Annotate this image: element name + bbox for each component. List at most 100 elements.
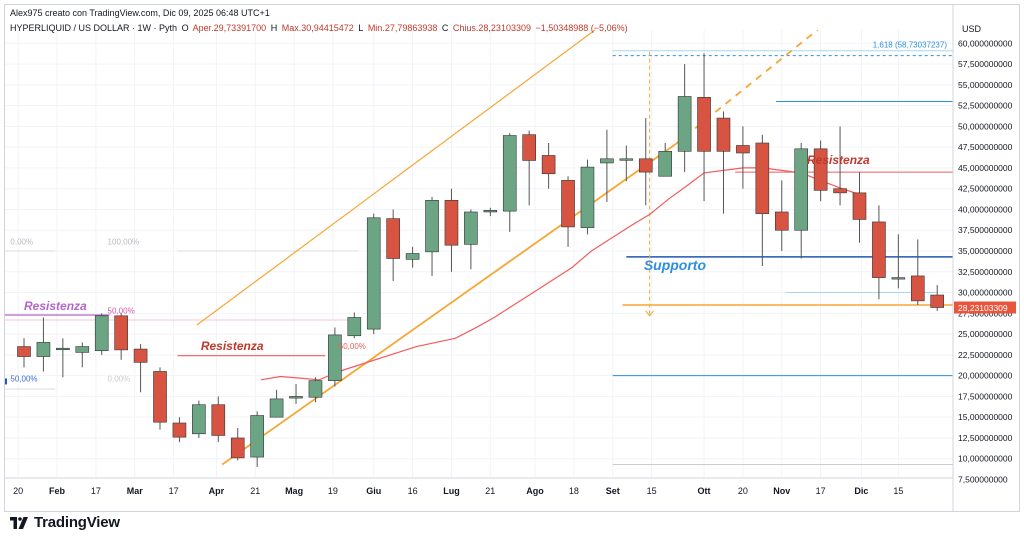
tradingview-logo-text: TradingView <box>34 514 120 531</box>
chart-annotation: 0,00% <box>108 374 131 383</box>
time-tick-label: Dic <box>854 486 868 496</box>
candle-up <box>658 151 672 177</box>
candle-up <box>405 253 420 260</box>
candle-down <box>910 275 925 302</box>
open-key: O <box>181 23 189 33</box>
projection-arrow <box>645 310 655 317</box>
price-tick-label: 20,000000000 <box>958 371 1013 381</box>
ohlc-legend: HYPERLIQUID / US DOLLAR · 1W · Pyth O Ap… <box>10 23 630 33</box>
candle-up <box>36 342 51 357</box>
time-tick-label: Lug <box>443 486 460 496</box>
time-tick-label: 19 <box>328 486 338 496</box>
candlestick-chart[interactable]: 1,618 (58,73037237) 0,00% 100,00% 50,00% 50,… <box>0 0 1024 512</box>
candle-down <box>852 192 867 220</box>
candle-down <box>638 158 653 173</box>
tradingview-logo-icon <box>10 516 28 529</box>
tradingview-logo[interactable]: TradingView <box>10 514 120 531</box>
time-tick-label: Mar <box>127 486 144 496</box>
chart-annotation: Resistenza <box>24 299 87 313</box>
price-tick-label: 40,000000000 <box>958 204 1013 214</box>
chart-annotation: Resistenza <box>807 153 870 167</box>
candle-down <box>755 142 770 214</box>
channel-upper-line <box>196 30 596 326</box>
time-tick-label: 20 <box>13 486 23 496</box>
chart-annotation: 100,00% <box>108 237 140 246</box>
candle-down <box>444 200 459 246</box>
candle-up <box>677 96 692 152</box>
price-tick-label: 42,500000000 <box>958 184 1013 194</box>
price-tick-label: 22,500000000 <box>958 350 1013 360</box>
price-tick-label: 35,000000000 <box>958 246 1013 256</box>
candle-down <box>813 148 828 191</box>
candle-up <box>891 277 906 280</box>
high-key: H <box>270 23 278 33</box>
candle-up <box>366 217 381 330</box>
chart-annotation: 50,00% <box>108 306 135 315</box>
low-value: Min.27,79863938 <box>367 23 438 33</box>
candle-down <box>541 155 556 175</box>
time-tick-label: 16 <box>408 486 418 496</box>
channel-lower-line <box>221 143 676 466</box>
candle-up <box>619 158 634 161</box>
candle-down <box>133 348 148 363</box>
time-tick-label: Ott <box>698 486 711 496</box>
candle-down <box>386 218 400 259</box>
chart-annotation: 50,00% <box>339 342 366 351</box>
candle-down <box>716 117 731 152</box>
candle-down <box>153 371 167 423</box>
time-tick-label: Nov <box>773 486 790 496</box>
price-tick-label: 10,000000000 <box>958 454 1013 464</box>
candle-down <box>774 211 789 231</box>
time-tick-label: 17 <box>169 486 179 496</box>
price-tick-label: 32,500000000 <box>958 267 1013 277</box>
candle-up <box>580 166 595 229</box>
candle-up <box>502 135 517 212</box>
chart-annotation: 0,00% <box>10 237 33 246</box>
candle-down <box>522 134 536 161</box>
price-tick-label: 15,000000000 <box>958 412 1013 422</box>
candle-down <box>172 422 187 438</box>
time-tick-label: 15 <box>893 486 903 496</box>
price-tick-label: 52,500000000 <box>958 101 1013 111</box>
candle-down <box>736 145 750 154</box>
time-tick-label: 21 <box>250 486 260 496</box>
time-tick-label: Set <box>606 486 620 496</box>
candle-up <box>56 347 70 351</box>
price-tick-label: 45,000000000 <box>958 163 1013 173</box>
change-value: −1,50348988 (−5,06%) <box>535 23 628 33</box>
candle-down <box>930 294 945 308</box>
time-tick-label: 21 <box>485 486 495 496</box>
candle-down <box>697 97 711 152</box>
candle-down <box>833 188 847 194</box>
price-axis-currency: USD <box>962 24 982 34</box>
candle-up <box>289 396 303 399</box>
candle-up <box>794 148 809 231</box>
time-tick-label: Mag <box>285 486 303 496</box>
candle-down <box>114 315 128 351</box>
open-value: Aper.29,73391700 <box>192 23 267 33</box>
chart-annotation: Resistenza <box>201 339 264 353</box>
price-tick-label: 30,000000000 <box>958 288 1013 298</box>
candle-up <box>308 380 323 398</box>
candle-up <box>328 334 342 381</box>
price-tick-label: 7,500000000 <box>958 475 1008 485</box>
time-tick-label: 17 <box>91 486 101 496</box>
time-tick-label: 20 <box>738 486 748 496</box>
candle-up <box>464 211 478 245</box>
price-tick-label: 55,000000000 <box>958 80 1013 90</box>
channel-extension-dashed <box>674 30 819 146</box>
price-tick-label: 50,000000000 <box>958 121 1013 131</box>
high-value: Max.30,94415472 <box>281 23 354 33</box>
price-tick-label: 17,500000000 <box>958 391 1013 401</box>
author-line: Alex975 creato con TradingView.com, Dic … <box>10 8 270 18</box>
symbol-label[interactable]: HYPERLIQUID / US DOLLAR · 1W · Pyth <box>10 23 178 33</box>
chart-annotation: 50,00% <box>10 374 37 383</box>
candle-up <box>94 315 109 352</box>
price-tick-label: 57,500000000 <box>958 59 1013 69</box>
price-tick-label: 12,500000000 <box>958 433 1013 443</box>
candle-down <box>872 221 886 278</box>
close-key: C <box>441 23 449 33</box>
time-tick-label: 17 <box>816 486 826 496</box>
time-tick-label: Giu <box>366 486 381 496</box>
candle-up <box>347 317 362 337</box>
